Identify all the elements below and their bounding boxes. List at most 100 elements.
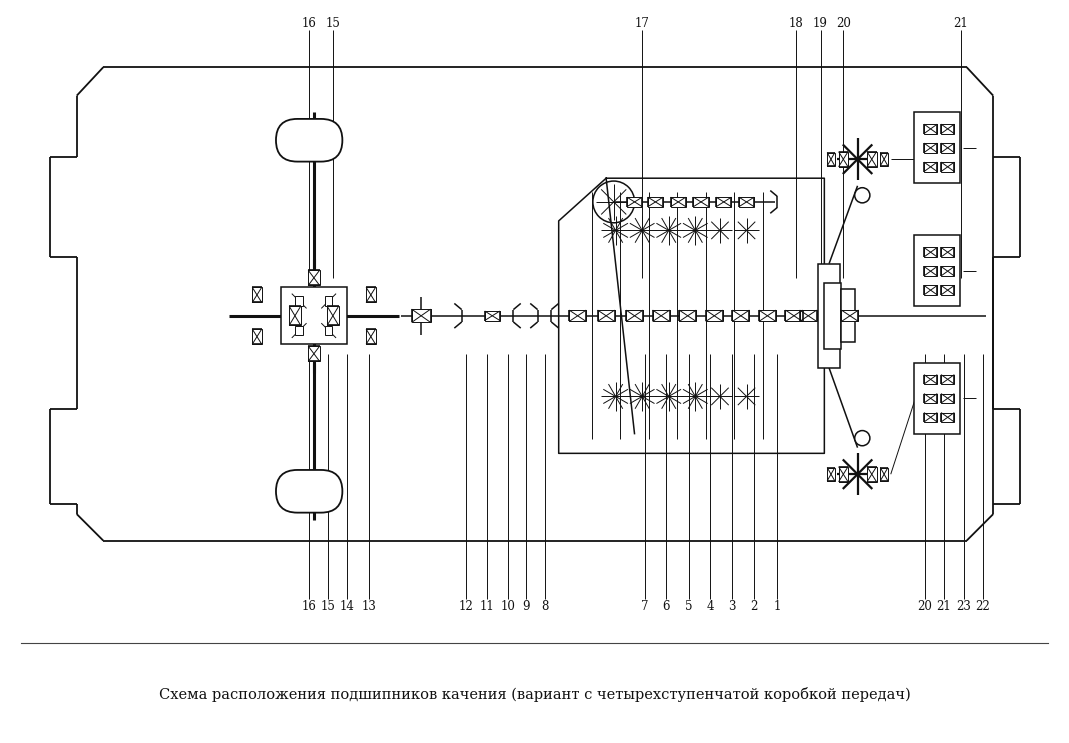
Bar bbox=[941, 143, 955, 152]
Bar bbox=[941, 162, 955, 172]
Text: р: р bbox=[295, 487, 303, 496]
Bar bbox=[327, 306, 339, 325]
Text: 1: 1 bbox=[773, 600, 780, 613]
Text: 13: 13 bbox=[361, 600, 376, 613]
Bar bbox=[924, 162, 938, 172]
Bar bbox=[867, 152, 877, 167]
Bar bbox=[598, 310, 615, 322]
Bar bbox=[924, 124, 938, 134]
Bar bbox=[626, 310, 644, 322]
Bar bbox=[924, 412, 938, 422]
Bar bbox=[867, 467, 877, 481]
Bar bbox=[841, 310, 858, 322]
Bar bbox=[366, 288, 375, 302]
Text: 9: 9 bbox=[523, 600, 530, 613]
Bar bbox=[941, 374, 955, 384]
Text: а: а bbox=[309, 135, 315, 145]
Text: 4: 4 bbox=[707, 600, 714, 613]
Bar bbox=[648, 197, 663, 207]
Text: 16: 16 bbox=[301, 17, 316, 30]
Bar bbox=[290, 306, 300, 325]
Text: 21: 21 bbox=[936, 600, 951, 613]
Bar bbox=[914, 111, 960, 183]
Bar bbox=[924, 247, 938, 257]
Bar bbox=[880, 467, 888, 481]
Bar bbox=[924, 143, 938, 152]
Bar bbox=[252, 329, 262, 344]
Text: 23: 23 bbox=[957, 600, 972, 613]
Bar bbox=[838, 152, 848, 167]
Bar bbox=[366, 329, 375, 344]
FancyBboxPatch shape bbox=[276, 470, 342, 513]
Bar bbox=[759, 310, 776, 322]
Bar bbox=[628, 197, 642, 207]
Text: 15: 15 bbox=[325, 17, 340, 30]
Text: 7: 7 bbox=[641, 600, 649, 613]
Text: 19: 19 bbox=[814, 17, 828, 30]
Circle shape bbox=[855, 431, 870, 446]
Bar bbox=[325, 296, 332, 306]
Text: р: р bbox=[295, 135, 303, 145]
Bar bbox=[924, 374, 938, 384]
Bar bbox=[800, 310, 817, 322]
Bar bbox=[295, 296, 303, 306]
Text: 15: 15 bbox=[321, 600, 336, 613]
Bar bbox=[914, 235, 960, 306]
Bar bbox=[827, 467, 835, 481]
Bar bbox=[670, 197, 686, 207]
Bar bbox=[694, 197, 709, 207]
Bar bbox=[824, 282, 841, 349]
Text: 3: 3 bbox=[729, 600, 737, 613]
Text: 12: 12 bbox=[459, 600, 474, 613]
Bar bbox=[818, 264, 840, 368]
Text: 22: 22 bbox=[975, 600, 990, 613]
Bar bbox=[706, 310, 723, 322]
Bar bbox=[252, 288, 262, 302]
Text: 6: 6 bbox=[662, 600, 669, 613]
Text: 21: 21 bbox=[954, 17, 969, 30]
Bar bbox=[941, 394, 955, 403]
Bar bbox=[412, 309, 431, 322]
Text: 8: 8 bbox=[542, 600, 549, 613]
Text: 2: 2 bbox=[750, 600, 758, 613]
Bar bbox=[732, 310, 749, 322]
FancyBboxPatch shape bbox=[276, 119, 342, 161]
Text: 20: 20 bbox=[836, 17, 851, 30]
Text: 17: 17 bbox=[635, 17, 650, 30]
Bar bbox=[941, 124, 955, 134]
Bar bbox=[841, 289, 855, 343]
Bar bbox=[941, 285, 955, 295]
Text: а: а bbox=[309, 487, 315, 496]
Bar bbox=[838, 467, 848, 481]
Bar bbox=[914, 363, 960, 435]
Bar bbox=[739, 197, 754, 207]
Text: 10: 10 bbox=[501, 600, 516, 613]
Text: 14: 14 bbox=[340, 600, 355, 613]
Bar bbox=[325, 325, 332, 335]
Bar bbox=[941, 412, 955, 422]
Bar bbox=[924, 285, 938, 295]
Bar bbox=[827, 152, 835, 166]
Bar bbox=[295, 325, 303, 335]
Circle shape bbox=[855, 188, 870, 203]
Bar bbox=[308, 346, 320, 361]
Text: 20: 20 bbox=[917, 600, 932, 613]
Bar bbox=[716, 197, 731, 207]
Bar bbox=[924, 267, 938, 276]
Text: 5: 5 bbox=[685, 600, 693, 613]
Bar bbox=[484, 311, 500, 320]
Bar bbox=[569, 310, 586, 322]
Bar bbox=[308, 270, 320, 285]
Text: 11: 11 bbox=[479, 600, 494, 613]
Bar bbox=[679, 310, 696, 322]
Bar bbox=[941, 247, 955, 257]
Bar bbox=[786, 310, 803, 322]
Bar bbox=[880, 152, 888, 166]
Text: 16: 16 bbox=[301, 600, 316, 613]
Text: Схема расположения подшипников качения (вариант с четырехступенчатой коробкой пе: Схема расположения подшипников качения (… bbox=[158, 687, 911, 702]
Bar bbox=[924, 394, 938, 403]
Bar bbox=[652, 310, 669, 322]
Bar bbox=[281, 288, 347, 344]
Bar bbox=[941, 267, 955, 276]
Text: 18: 18 bbox=[789, 17, 803, 30]
